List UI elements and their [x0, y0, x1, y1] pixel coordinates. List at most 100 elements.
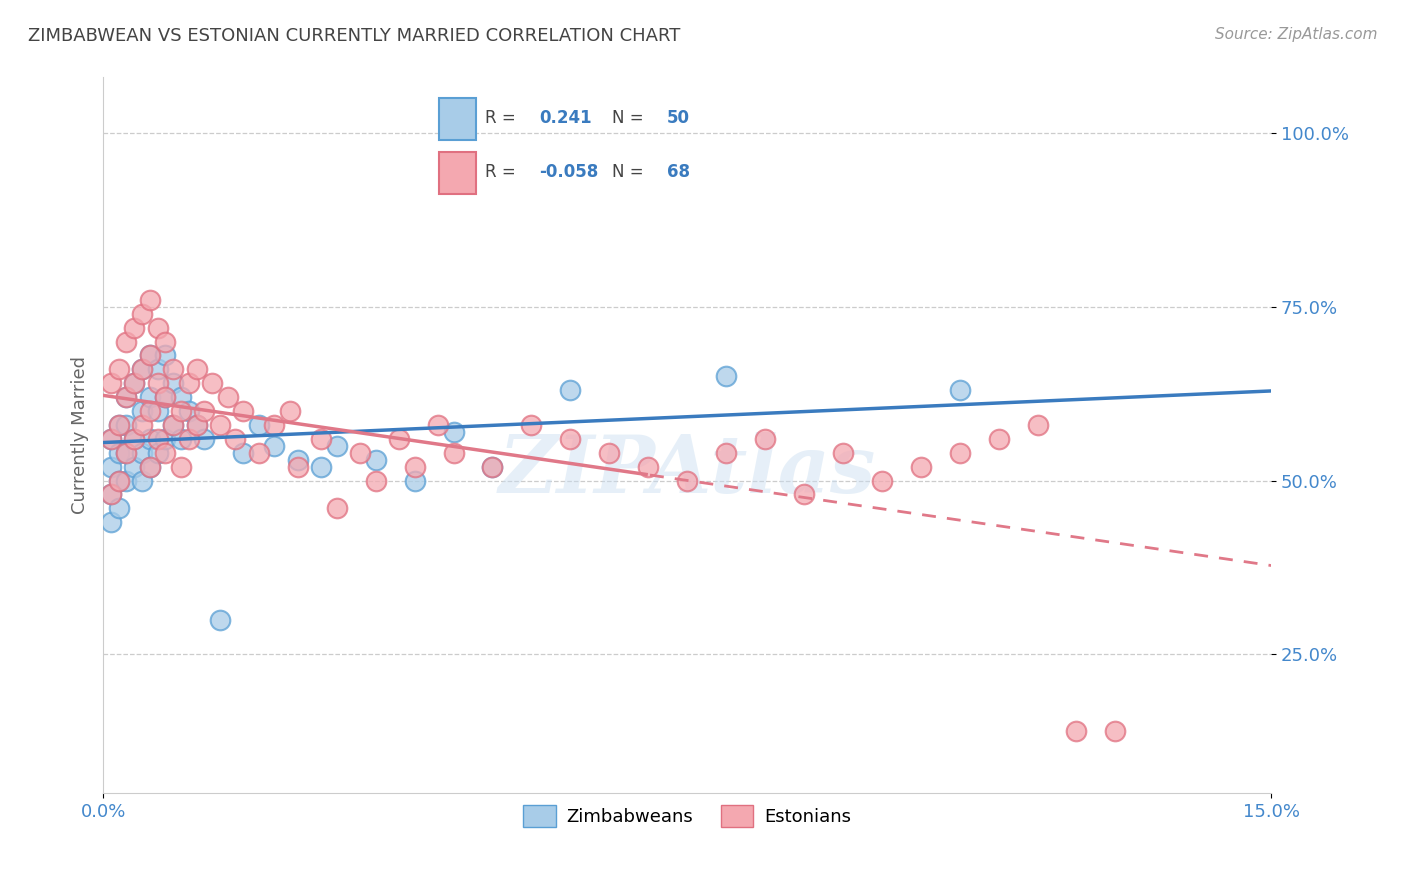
Legend: Zimbabweans, Estonians: Zimbabweans, Estonians — [516, 798, 858, 834]
Point — [162, 417, 184, 432]
Point — [124, 376, 146, 391]
Text: ZIMBABWEAN VS ESTONIAN CURRENTLY MARRIED CORRELATION CHART: ZIMBABWEAN VS ESTONIAN CURRENTLY MARRIED… — [28, 27, 681, 45]
Point — [388, 432, 411, 446]
Point — [481, 459, 503, 474]
Point — [443, 425, 465, 439]
Point — [949, 383, 972, 397]
Point — [155, 334, 177, 349]
Point — [278, 404, 301, 418]
Point — [100, 487, 122, 501]
Point — [124, 432, 146, 446]
Point — [170, 459, 193, 474]
Point — [870, 474, 893, 488]
Point — [714, 446, 737, 460]
Point — [177, 376, 200, 391]
Point — [124, 320, 146, 334]
Point — [1104, 723, 1126, 738]
Point — [247, 417, 270, 432]
Point — [560, 432, 582, 446]
Point — [139, 349, 162, 363]
Point — [100, 432, 122, 446]
Point — [224, 432, 246, 446]
Point — [349, 446, 371, 460]
Point — [107, 417, 129, 432]
Point — [208, 417, 231, 432]
Point — [637, 459, 659, 474]
Point — [481, 459, 503, 474]
Point — [287, 452, 309, 467]
Point — [107, 417, 129, 432]
Text: Source: ZipAtlas.com: Source: ZipAtlas.com — [1215, 27, 1378, 42]
Point — [263, 417, 285, 432]
Point — [131, 362, 153, 376]
Point — [560, 383, 582, 397]
Point — [910, 459, 932, 474]
Point — [426, 417, 449, 432]
Point — [131, 417, 153, 432]
Point — [325, 439, 347, 453]
Point — [162, 417, 184, 432]
Point — [949, 446, 972, 460]
Point — [100, 487, 122, 501]
Point — [155, 390, 177, 404]
Point — [170, 390, 193, 404]
Text: ZIPAtlas: ZIPAtlas — [498, 433, 876, 510]
Point — [155, 446, 177, 460]
Point — [139, 432, 162, 446]
Point — [186, 362, 208, 376]
Point — [232, 404, 254, 418]
Point — [754, 432, 776, 446]
Point — [107, 362, 129, 376]
Point — [232, 446, 254, 460]
Point — [100, 432, 122, 446]
Point — [146, 320, 169, 334]
Point — [131, 474, 153, 488]
Point — [100, 516, 122, 530]
Point — [107, 474, 129, 488]
Point — [115, 334, 138, 349]
Point — [115, 390, 138, 404]
Point — [170, 404, 193, 418]
Point — [155, 390, 177, 404]
Point — [146, 362, 169, 376]
Point — [115, 390, 138, 404]
Point — [131, 446, 153, 460]
Point — [139, 293, 162, 307]
Point — [193, 404, 215, 418]
Point — [124, 376, 146, 391]
Point — [139, 459, 162, 474]
Point — [162, 362, 184, 376]
Y-axis label: Currently Married: Currently Married — [72, 357, 89, 515]
Point — [107, 446, 129, 460]
Point — [1026, 417, 1049, 432]
Point — [131, 362, 153, 376]
Point — [364, 452, 387, 467]
Point — [263, 439, 285, 453]
Point — [100, 376, 122, 391]
Point — [208, 613, 231, 627]
Point — [404, 459, 426, 474]
Point — [107, 501, 129, 516]
Point — [124, 432, 146, 446]
Point — [309, 432, 332, 446]
Point — [831, 446, 853, 460]
Point — [170, 432, 193, 446]
Point — [520, 417, 543, 432]
Point — [155, 432, 177, 446]
Point — [162, 376, 184, 391]
Point — [115, 446, 138, 460]
Point — [404, 474, 426, 488]
Point — [1066, 723, 1088, 738]
Point — [177, 432, 200, 446]
Point — [325, 501, 347, 516]
Point — [714, 369, 737, 384]
Point — [100, 459, 122, 474]
Point — [115, 417, 138, 432]
Point — [107, 474, 129, 488]
Point — [443, 446, 465, 460]
Point — [155, 349, 177, 363]
Point — [193, 432, 215, 446]
Point — [217, 390, 239, 404]
Point — [146, 404, 169, 418]
Point — [139, 349, 162, 363]
